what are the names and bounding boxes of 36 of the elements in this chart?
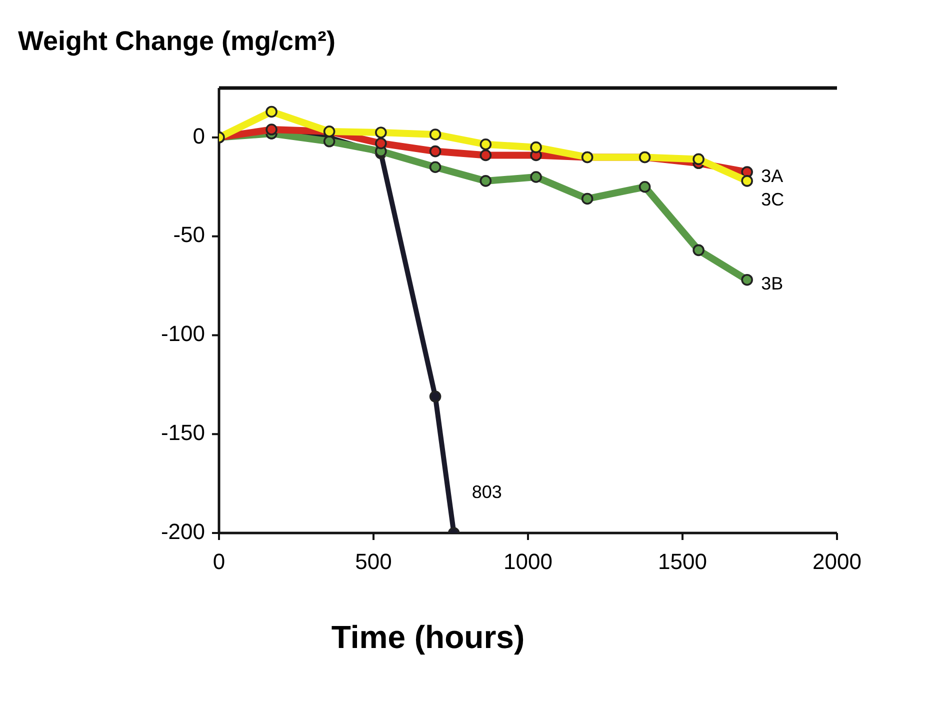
point [530, 171, 542, 183]
point [266, 106, 278, 118]
series-label: 803 [472, 482, 502, 502]
y-tick-label: -150 [160, 420, 205, 445]
point [741, 274, 753, 286]
x-tick-label: 1000 [504, 549, 552, 574]
y-tick-label: -100 [160, 321, 205, 346]
point [692, 153, 704, 166]
series-label: 3C [761, 190, 784, 210]
point [429, 128, 442, 140]
x-tick-label: 1500 [658, 549, 707, 574]
point [530, 141, 542, 154]
point [266, 124, 278, 136]
point [638, 180, 651, 193]
point [375, 137, 387, 150]
y-tick-label: -200 [160, 518, 205, 544]
chart-title: Weight Change (mg/cm²) [18, 26, 336, 56]
point [741, 175, 753, 187]
point [480, 175, 492, 187]
point [429, 390, 442, 402]
series-label: 3A [761, 166, 784, 186]
point [429, 145, 442, 158]
point [581, 192, 594, 205]
point [429, 161, 442, 174]
x-tick-label: 0 [212, 549, 226, 574]
y-tick-label: 0 [192, 123, 205, 148]
point [375, 126, 387, 138]
point [692, 244, 704, 256]
point [323, 136, 336, 148]
x-tick-label: 2000 [812, 549, 862, 574]
series-label: 3B [761, 274, 784, 294]
x-axis-title: Time (hours) [331, 619, 525, 655]
point [480, 138, 492, 150]
y-tick-label: -50 [173, 222, 205, 248]
point [480, 149, 492, 162]
x-tick-label: 500 [355, 549, 392, 574]
